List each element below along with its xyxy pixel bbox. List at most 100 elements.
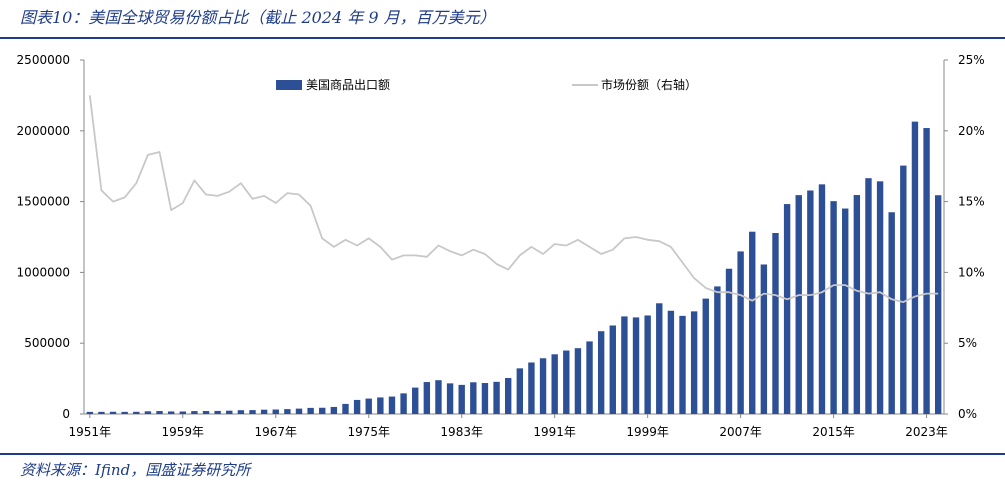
bar-1959 — [179, 411, 186, 414]
bar-1963 — [226, 410, 233, 414]
bar-2018 — [865, 178, 872, 414]
bar-2006 — [725, 268, 733, 414]
bar-2016 — [842, 208, 849, 414]
bar-2014 — [818, 184, 826, 414]
bar-1957 — [156, 411, 163, 414]
bar-1955 — [133, 411, 140, 414]
y-tick-label: 0 — [62, 407, 70, 421]
x-tick-label: 1975年 — [347, 425, 390, 439]
figure-title: 图表10：美国全球贸易份额占比（截止 2024 年 9 月，百万美元） — [20, 8, 496, 27]
bar-2020 — [888, 212, 895, 414]
bar-2001 — [667, 310, 675, 414]
bar-1971 — [319, 407, 326, 414]
bar-1958 — [167, 411, 175, 414]
bar-2019 — [876, 181, 884, 414]
bar-1998 — [632, 317, 640, 414]
bar-1990 — [539, 358, 547, 414]
legend-bar-swatch — [276, 80, 302, 90]
bar-2024 — [934, 195, 942, 414]
bar-1991 — [551, 354, 558, 414]
x-tick-label: 1959年 — [162, 425, 205, 439]
bar-1974 — [353, 399, 361, 414]
x-tick-label: 1999年 — [626, 425, 669, 439]
bar-1970 — [307, 407, 314, 414]
bottom-rule — [0, 453, 1005, 455]
bar-1952 — [98, 411, 105, 414]
bar-1987 — [504, 378, 512, 414]
bar-1995 — [597, 331, 605, 414]
bar-1976 — [377, 397, 384, 414]
bar-1997 — [621, 316, 628, 414]
bar-2008 — [749, 231, 756, 414]
bar-1978 — [400, 393, 407, 414]
bar-2022 — [911, 121, 919, 414]
bar-1962 — [214, 410, 221, 414]
bar-1985 — [481, 383, 489, 414]
bar-1996 — [609, 325, 616, 414]
bar-2007 — [737, 251, 744, 414]
bar-1992 — [563, 350, 570, 414]
bar-2015 — [830, 201, 837, 414]
bar-1954 — [121, 411, 128, 414]
x-tick-label: 2015年 — [812, 425, 855, 439]
bar-1986 — [493, 381, 500, 414]
y2-tick-label: 25% — [958, 53, 985, 67]
x-tick-label: 2007年 — [719, 425, 762, 439]
bar-1977 — [388, 396, 396, 414]
bar-1969 — [295, 408, 303, 414]
bar-2003 — [690, 311, 698, 414]
bar-1967 — [272, 409, 279, 414]
bar-2021 — [900, 165, 907, 414]
y-tick-label: 500000 — [24, 336, 70, 350]
bar-2013 — [807, 190, 814, 414]
bar-1984 — [470, 382, 477, 414]
bar-2011 — [783, 204, 791, 414]
y-tick-label: 1500000 — [17, 195, 70, 209]
bar-2023 — [923, 128, 930, 414]
bar-1965 — [249, 410, 256, 414]
y2-tick-label: 20% — [958, 124, 985, 138]
bar-1979 — [412, 387, 419, 414]
bar-1983 — [458, 384, 465, 414]
y2-tick-label: 15% — [958, 195, 985, 209]
legend-line-label: 市场份额（右轴） — [601, 77, 697, 92]
bar-1956 — [144, 411, 152, 414]
market-share-line — [88, 95, 939, 304]
y-tick-label: 1000000 — [17, 265, 70, 279]
y2-tick-label: 5% — [958, 336, 977, 350]
x-tick-label: 1991年 — [533, 425, 576, 439]
bar-1980 — [423, 382, 431, 414]
bar-1993 — [574, 348, 582, 414]
bar-2009 — [760, 264, 768, 414]
bar-1972 — [330, 406, 338, 414]
bar-2017 — [853, 195, 861, 414]
y2-tick-label: 10% — [958, 265, 985, 279]
bar-1961 — [202, 411, 210, 414]
bar-1953 — [109, 411, 117, 414]
bar-1975 — [365, 398, 372, 414]
bar-1999 — [644, 315, 651, 414]
bar-2000 — [656, 303, 663, 414]
bar-2012 — [795, 195, 802, 414]
bar-2004 — [702, 298, 709, 414]
source-note: 资料来源：Ifind，国盛证券研究所 — [20, 461, 251, 479]
bar-2002 — [679, 315, 686, 414]
bar-2010 — [772, 232, 779, 414]
y-tick-label: 2500000 — [17, 53, 70, 67]
bar-1989 — [528, 362, 535, 414]
bar-1973 — [342, 403, 349, 414]
bar-1988 — [516, 368, 524, 414]
bar-2005 — [714, 286, 721, 414]
bar-1968 — [284, 409, 291, 414]
bar-1960 — [191, 411, 198, 414]
bar-1964 — [237, 410, 245, 414]
x-tick-label: 1983年 — [440, 425, 483, 439]
legend-bar-label: 美国商品出口额 — [306, 77, 390, 92]
bar-1982 — [446, 383, 454, 414]
bar-1994 — [586, 341, 593, 414]
x-tick-label: 2023年 — [905, 425, 948, 439]
x-tick-label: 1967年 — [254, 425, 297, 439]
x-tick-label: 1951年 — [69, 425, 112, 439]
bar-1981 — [435, 380, 442, 414]
